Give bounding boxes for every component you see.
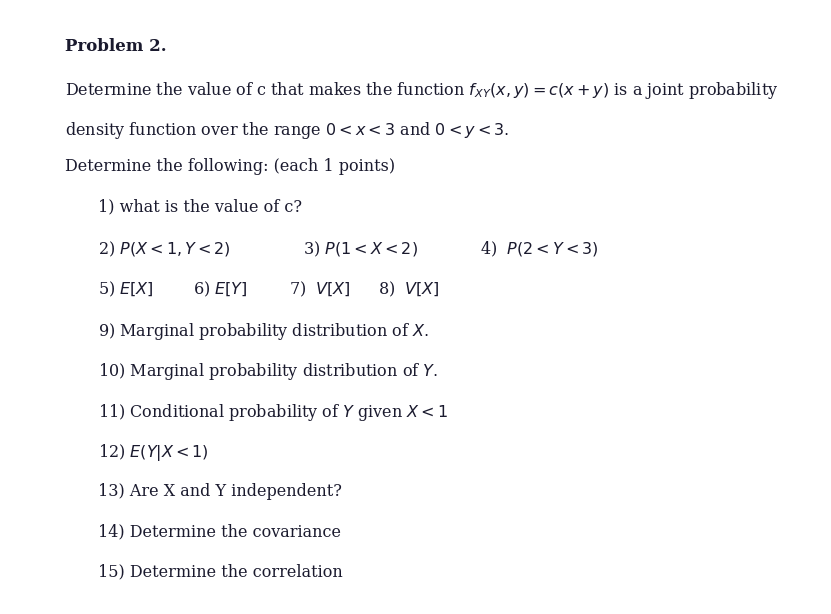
Text: density function over the range $0 < x < 3$ and $0 < y < 3.$: density function over the range $0 < x <… [65, 120, 509, 141]
Text: 6) $E[Y]$: 6) $E[Y]$ [193, 280, 248, 299]
Text: Determine the following: (each 1 points): Determine the following: (each 1 points) [65, 158, 395, 176]
Text: 5) $E[X]$: 5) $E[X]$ [98, 280, 154, 299]
Text: 13) Are X and Y independent?: 13) Are X and Y independent? [98, 483, 342, 500]
Text: 15) Determine the correlation: 15) Determine the correlation [98, 564, 343, 581]
Text: 3) $P(1{<}X{<}2)$: 3) $P(1{<}X{<}2)$ [303, 239, 418, 258]
Text: 11) Conditional probability of $Y$ given $X < 1$: 11) Conditional probability of $Y$ given… [98, 402, 448, 422]
Text: 12) $E(Y|X{<}1)$: 12) $E(Y|X{<}1)$ [98, 442, 209, 463]
Text: 9) Marginal probability distribution of $X.$: 9) Marginal probability distribution of … [98, 321, 429, 341]
Text: 10) Marginal probability distribution of $Y.$: 10) Marginal probability distribution of… [98, 361, 438, 382]
Text: 2) $P(X < 1, Y < 2)$: 2) $P(X < 1, Y < 2)$ [98, 239, 231, 258]
Text: 14) Determine the covariance: 14) Determine the covariance [98, 523, 341, 540]
Text: 8)  $V[X]$: 8) $V[X]$ [378, 280, 440, 299]
Text: Determine the value of c that makes the function $f_{XY}(x, y) = c(x+y)$ is a jo: Determine the value of c that makes the … [65, 80, 779, 101]
Text: 1) what is the value of c?: 1) what is the value of c? [98, 198, 302, 216]
Text: 4)  $P(2{<}Y{<}3)$: 4) $P(2{<}Y{<}3)$ [480, 239, 599, 258]
Text: 7)  $V[X]$: 7) $V[X]$ [289, 280, 351, 299]
Text: Problem 2.: Problem 2. [65, 38, 166, 55]
